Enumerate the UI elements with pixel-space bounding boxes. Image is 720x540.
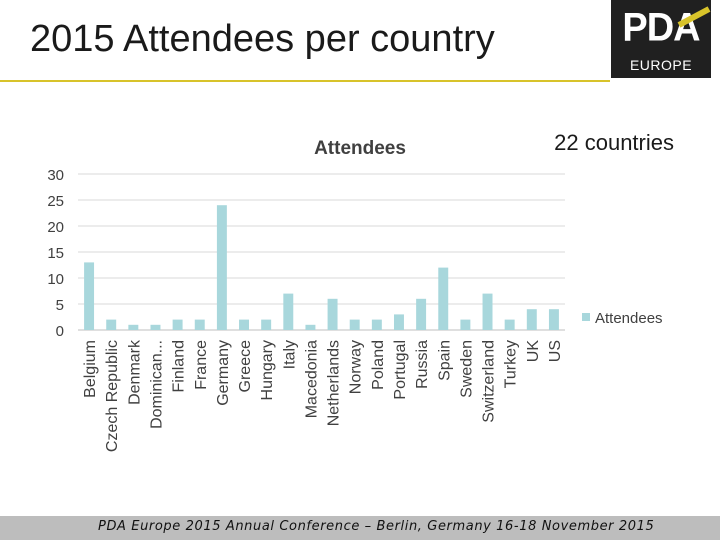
x-tick-label: Poland xyxy=(370,340,387,390)
x-tick-label: Czech Republic xyxy=(104,340,121,452)
x-tick-label: Hungary xyxy=(259,340,276,400)
y-axis-ticks: 0 5 10 15 20 25 30 xyxy=(47,167,64,340)
bar-21 xyxy=(548,309,559,330)
x-axis-labels: Belgium Czech Republic Denmark Dominican...… xyxy=(82,339,564,452)
bar-1 xyxy=(106,319,117,330)
y-tick-label: 25 xyxy=(47,193,64,210)
x-tick-label: Italy xyxy=(281,340,298,369)
x-tick-label: Dominican... xyxy=(148,340,165,429)
bar-7 xyxy=(239,319,250,330)
bar-19 xyxy=(504,319,515,330)
bar-14 xyxy=(393,314,404,330)
y-tick-label: 30 xyxy=(47,167,64,184)
x-tick-label: Finland xyxy=(171,340,188,392)
footer-text: PDA Europe 2015 Annual Conference – Berl… xyxy=(98,519,655,534)
y-tick-label: 5 xyxy=(56,297,64,314)
countries-count: 22 countries xyxy=(554,130,674,155)
x-tick-label: US xyxy=(547,340,564,362)
bar-3 xyxy=(150,324,161,330)
title-underline xyxy=(0,80,610,82)
bar-9 xyxy=(283,293,294,330)
footer-bar: PDA Europe 2015 Annual Conference – Berl… xyxy=(0,516,720,540)
x-tick-label: Belgium xyxy=(82,340,99,398)
x-tick-label: Portugal xyxy=(392,340,409,400)
logo-sub-text: EUROPE xyxy=(629,57,693,73)
bar-16 xyxy=(438,267,449,330)
bar-4 xyxy=(172,319,183,330)
bar-15 xyxy=(416,298,427,330)
x-tick-label: Spain xyxy=(436,340,453,381)
bar-12 xyxy=(349,319,360,330)
bar-5 xyxy=(194,319,205,330)
chart-legend: Attendees xyxy=(582,310,663,327)
x-tick-label: France xyxy=(193,340,210,390)
x-tick-label: Switzerland xyxy=(481,340,498,423)
bar-0 xyxy=(84,262,95,330)
pda-europe-logo: PDA EUROPE xyxy=(611,0,711,78)
x-tick-label: Greece xyxy=(237,340,254,393)
x-tick-label: Turkey xyxy=(503,340,520,388)
bar-11 xyxy=(327,298,338,330)
legend-label: Attendees xyxy=(595,310,663,327)
bar-10 xyxy=(305,324,316,330)
slide-title: 2015 Attendees per country xyxy=(30,18,495,60)
x-tick-label: Norway xyxy=(348,340,365,394)
chart-title: Attendees xyxy=(314,138,406,159)
x-tick-label: Netherlands xyxy=(326,340,343,426)
legend-swatch xyxy=(582,313,590,321)
bar-20 xyxy=(526,309,537,330)
x-tick-label: Russia xyxy=(414,340,431,389)
x-tick-label: UK xyxy=(525,340,542,363)
logo-main-text: PDA xyxy=(622,5,700,51)
x-tick-label: Germany xyxy=(215,340,232,406)
bar-6 xyxy=(216,205,227,330)
chart-bars xyxy=(84,205,559,330)
x-tick-label: Sweden xyxy=(458,340,475,398)
bar-17 xyxy=(460,319,471,330)
x-tick-label: Macedonia xyxy=(303,340,320,418)
bar-8 xyxy=(261,319,272,330)
y-tick-label: 10 xyxy=(47,271,64,288)
bar-18 xyxy=(482,293,493,330)
bar-2 xyxy=(128,324,139,330)
y-tick-label: 20 xyxy=(47,219,64,236)
x-tick-label: Denmark xyxy=(126,339,143,405)
y-tick-label: 15 xyxy=(47,245,64,262)
bar-13 xyxy=(371,319,382,330)
y-tick-label: 0 xyxy=(56,323,64,340)
attendees-chart: 0 5 10 15 20 25 30 Belgium Czech Republic Denmar… xyxy=(47,138,663,452)
